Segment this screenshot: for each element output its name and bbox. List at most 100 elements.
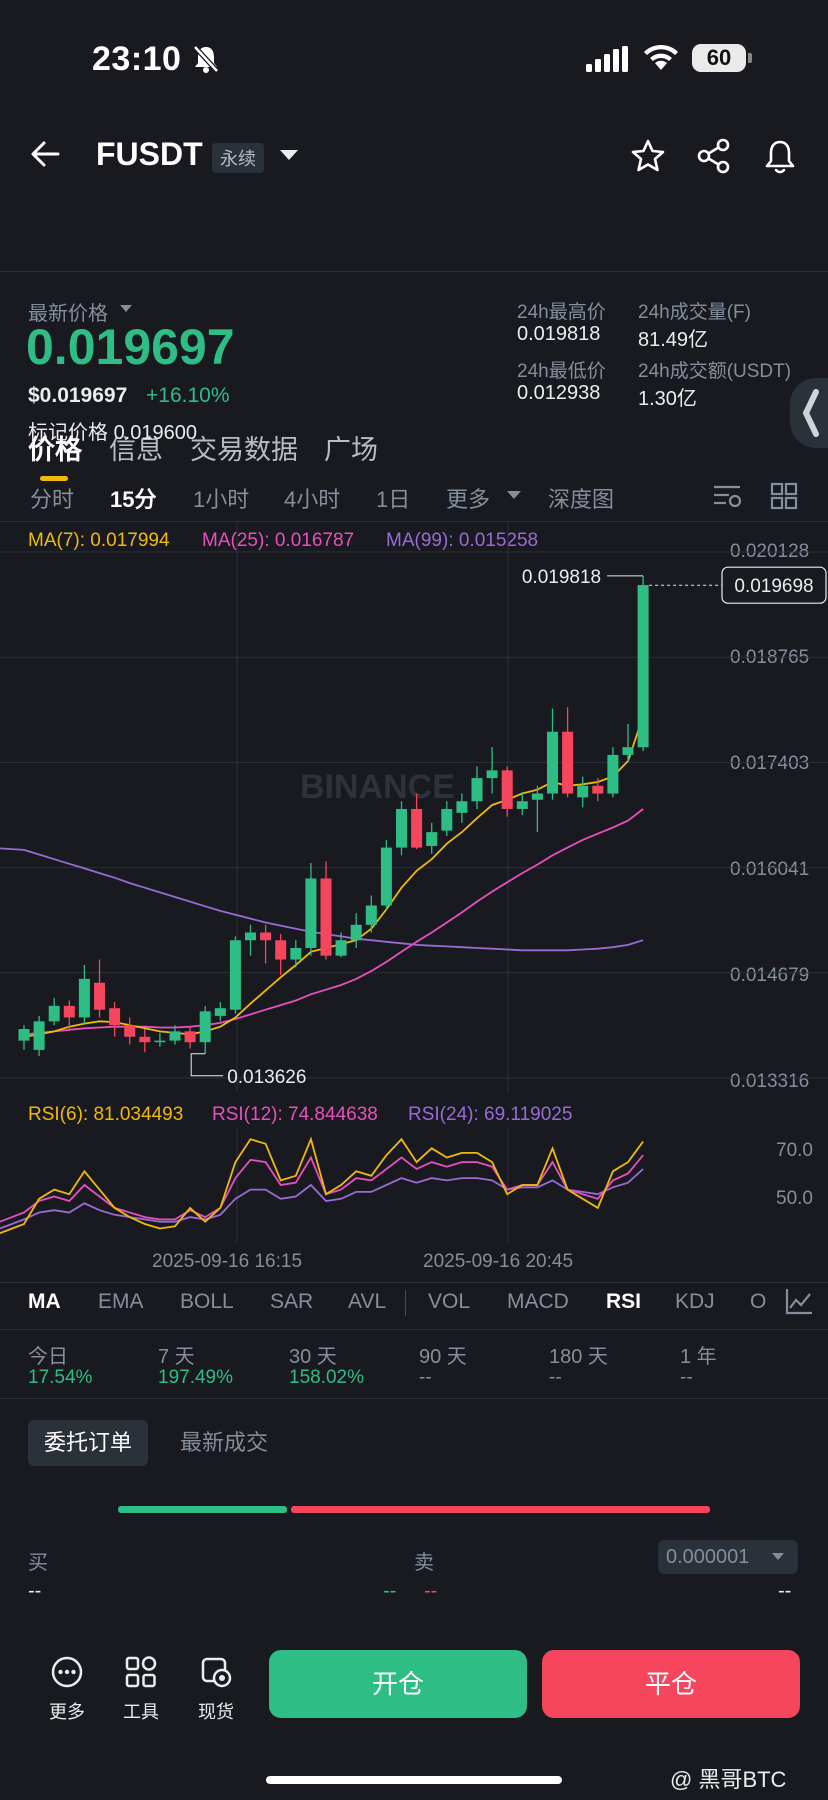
rsi-chart[interactable] [0,1128,828,1242]
tools-button[interactable]: 工具 [106,1655,176,1724]
perf-value: 17.54% [28,1367,93,1388]
candle-body [154,1040,166,1043]
contract-type-tag: 永续 [212,143,264,173]
indicator-sar[interactable]: SAR [270,1290,314,1313]
indicator-settings-icon[interactable] [784,1286,814,1316]
ma99-legend: MA(99): 0.015258 [386,530,539,551]
timeframe-divider [0,521,828,522]
timeframe-1h[interactable]: 1小时 [193,487,250,512]
open-position-button[interactable]: 开仓 [269,1650,527,1718]
tab-trading-data[interactable]: 交易数据 [190,435,298,465]
star-favorite-icon[interactable] [630,138,666,174]
chevron-left-icon [802,389,819,437]
precision-select[interactable]: 0.000001 [658,1540,798,1574]
side-drawer-handle[interactable] [790,378,828,448]
timeframe-more[interactable]: 更多 [446,487,491,512]
candle-body [275,940,287,960]
indicator-more[interactable]: O [750,1290,767,1313]
candle-body [139,1036,151,1043]
price-axis-label: 0.013316 [730,1071,810,1092]
perf-value: -- [680,1367,693,1388]
indicator-vol[interactable]: VOL [428,1290,471,1313]
indicator-avl[interactable]: AVL [348,1290,387,1313]
candle-body [622,747,634,755]
chart-watermark: BINANCE [300,768,455,806]
turnover-24h-label: 24h成交额(USDT) [638,361,792,382]
perf-value: 197.49% [158,1367,234,1388]
low-24h-label: 24h最低价 [517,361,606,382]
candle-body [320,878,332,956]
high-24h-value: 0.019818 [517,323,601,345]
candle-body [607,754,619,794]
candle-body [562,731,574,794]
chart-settings-icon[interactable] [712,482,742,510]
bell-muted-icon [193,45,219,73]
indicator-macd[interactable]: MACD [507,1290,569,1313]
indicator-boll[interactable]: BOLL [180,1290,234,1313]
perf-label: 180 天 [549,1346,608,1368]
indicator-divider [0,1329,828,1330]
indicator-ma[interactable]: MA [28,1290,61,1313]
symbol-title[interactable]: FUSDT [96,136,203,172]
sell-ratio-bar [291,1506,710,1513]
rsi12-line [0,1154,644,1223]
perf-label: 90 天 [419,1346,467,1368]
rsi6-legend: RSI(6): 81.034493 [28,1104,184,1125]
candle-body [78,978,90,1018]
back-arrow-icon[interactable] [28,136,64,172]
ma25-line [23,808,644,1036]
main-tabs: 价格 信息 交易数据 广场 [0,210,828,481]
candle-body [380,847,392,906]
cellular-signal-icon [586,46,628,72]
symbol-dropdown-icon[interactable] [280,150,298,160]
indicator-ema[interactable]: EMA [98,1290,144,1313]
timeframe-4h[interactable]: 4小时 [284,487,341,512]
layout-grid-icon[interactable] [770,482,798,510]
candle-body [48,1005,60,1022]
timeframe-line[interactable]: 分时 [30,487,75,512]
rsi12-legend: RSI(12): 74.844638 [212,1104,378,1125]
candle-body [199,1011,211,1043]
tab-info[interactable]: 信息 [109,435,163,465]
candle-body [411,808,423,848]
depth-chart-tab[interactable]: 深度图 [548,487,615,512]
candlestick-chart[interactable]: BINANCE 0.019818 0.013626 0.019698 [0,522,828,1092]
candle-body [245,932,256,941]
bell-alert-icon[interactable] [762,138,798,174]
rsi-axis-label: 50.0 [776,1188,813,1209]
more-button[interactable]: 更多 [32,1655,102,1724]
more-dropdown-icon[interactable] [507,491,521,499]
tab-price[interactable]: 价格 [28,435,82,465]
current-price-tag [721,566,827,604]
price-axis-label: 0.016041 [730,859,810,880]
current-price-tag-label: 0.019698 [734,576,813,597]
spot-button[interactable]: 现货 [181,1655,251,1724]
home-indicator[interactable] [266,1776,562,1784]
price-type-dropdown-icon[interactable] [120,305,132,312]
perf-value: -- [549,1367,562,1388]
last-price-label[interactable]: 最新价格 [28,303,108,325]
indicator-rsi[interactable]: RSI [606,1290,642,1313]
watermark: @ 黑哥BTC [670,1767,787,1792]
candle-body [109,1008,121,1026]
sell-placeholder: -- [778,1580,792,1602]
indicator-kdj[interactable]: KDJ [675,1290,715,1313]
rsi6-line [0,1136,644,1234]
timeframe-15m[interactable]: 15分 [110,487,157,512]
buy-ratio-bar [118,1506,287,1513]
tab-square[interactable]: 广场 [324,435,378,465]
tab-orders[interactable]: 委托订单 [28,1420,149,1466]
high-24h-label: 24h最高价 [517,302,606,323]
battery-nub [748,53,752,63]
close-position-button[interactable]: 平仓 [542,1650,800,1718]
precision-value: 0.000001 [666,1546,750,1568]
timeframe-1d[interactable]: 1日 [376,487,411,512]
low-marker-label: 0.013626 [227,1067,306,1088]
share-icon[interactable] [696,138,732,174]
tabs-divider [0,271,828,272]
candle-body [124,1025,136,1037]
perf-value: 158.02% [289,1367,365,1388]
candle-body [184,1031,196,1043]
tab-latest-trades[interactable]: 最新成交 [180,1430,269,1455]
candle-body [426,832,438,847]
